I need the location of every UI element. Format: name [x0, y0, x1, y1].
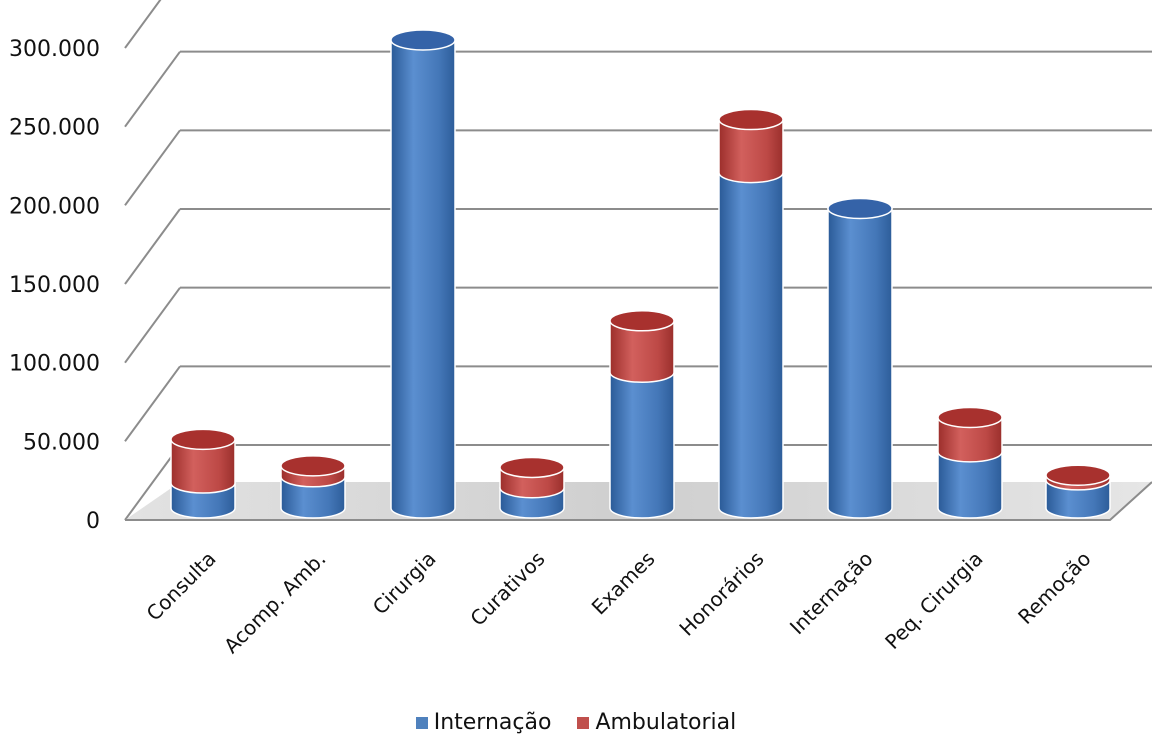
bar-group: [827, 197, 893, 519]
bar-group: [718, 108, 784, 519]
legend-label-internacao: Internação: [433, 710, 552, 735]
legend-item-ambulatorial: Ambulatorial: [577, 710, 736, 735]
bar-group: [499, 456, 565, 519]
x-tick-label: Cirurgia: [368, 547, 441, 620]
bar-top-cap: [170, 428, 236, 451]
x-tick-label: Consulta: [142, 547, 221, 626]
bar-segment-internacao: [827, 207, 893, 519]
y-tick-label: 150.000: [9, 273, 100, 298]
legend-swatch-internacao: [415, 716, 428, 729]
legend-item-internacao: Internação: [415, 710, 552, 735]
gridline: [124, 0, 162, 49]
y-tick-label: 0: [86, 509, 100, 534]
gridline: [124, 208, 1152, 285]
bar-top-cap: [718, 108, 784, 131]
floor-edge: [125, 481, 1152, 521]
bar-segment-internacao: [390, 39, 456, 519]
bar-segment-ambulatorial: [609, 320, 675, 384]
bar-segment-internacao: [937, 451, 1003, 519]
y-tick-label: 300.000: [9, 37, 100, 62]
bar-group: [390, 29, 456, 519]
bar-segment-ambulatorial: [718, 118, 784, 184]
x-tick-label: Honorários: [674, 547, 768, 641]
bar-top-cap: [937, 406, 1003, 429]
y-axis-ticks: 0 50.000 100.000 150.000 200.000 250.000 300.0…: [9, 37, 100, 534]
bar-segment-internacao: [718, 171, 784, 519]
bar-segment-ambulatorial: [937, 416, 1003, 463]
x-tick-label: Acomp. Amb.: [219, 547, 330, 658]
bar-segment-internacao: [280, 476, 346, 519]
bars: [170, 29, 1111, 519]
gridline: [124, 129, 1152, 206]
bar-group: [170, 428, 236, 519]
chart-frame: [124, 0, 1152, 521]
x-tick-label: Remoção: [1013, 547, 1095, 629]
bar-group: [937, 406, 1003, 519]
gridline: [124, 286, 1152, 364]
legend-swatch-ambulatorial: [577, 716, 590, 729]
legend-label-ambulatorial: Ambulatorial: [595, 710, 737, 735]
legend: Internação Ambulatorial: [0, 710, 1152, 735]
x-tick-label: Curativos: [465, 547, 549, 631]
bar-top-cap: [827, 197, 893, 220]
bar-group: [609, 310, 675, 519]
bar-top-cap: [280, 455, 346, 477]
y-tick-label: 100.000: [9, 352, 100, 377]
x-tick-label: Peq. Cirurgia: [880, 547, 987, 654]
bar-group: [1045, 464, 1111, 519]
bar-top-cap: [499, 456, 565, 479]
y-tick-label: 50.000: [23, 430, 100, 455]
gridline: [124, 50, 1152, 128]
x-tick-label: Internação: [785, 547, 878, 640]
bar-group: [280, 455, 346, 519]
bar-top-cap: [609, 310, 675, 332]
y-tick-label: 250.000: [9, 116, 100, 141]
bar-segment-internacao: [609, 371, 675, 519]
bar-top-cap: [390, 29, 456, 51]
bar-segment-internacao: [1045, 479, 1111, 519]
bar-top-cap: [1045, 464, 1111, 486]
bar-segment-ambulatorial: [170, 438, 236, 494]
x-tick-label: Exames: [587, 547, 660, 620]
y-tick-label: 200.000: [9, 194, 100, 219]
